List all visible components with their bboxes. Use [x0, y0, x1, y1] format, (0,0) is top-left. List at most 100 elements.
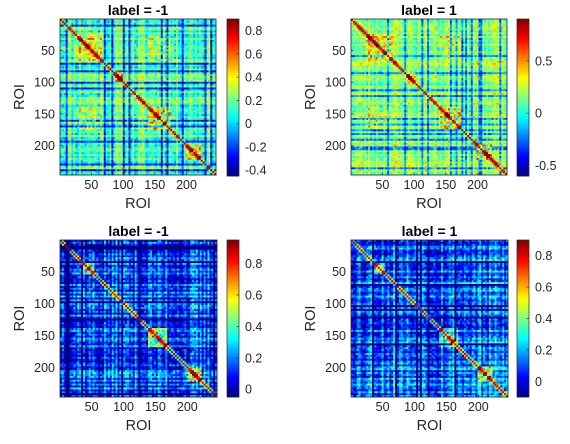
heatmap-cell — [117, 74, 120, 77]
heatmap-cell — [60, 91, 63, 94]
heatmap-cell — [164, 47, 167, 50]
heatmap-cell — [189, 49, 192, 52]
heatmap-cell — [67, 58, 70, 62]
heatmap-cell — [212, 66, 215, 69]
heatmap-cell — [202, 47, 205, 50]
heatmap-cell — [75, 85, 78, 88]
heatmap-cell — [98, 97, 101, 100]
heatmap-cell — [126, 39, 129, 43]
heatmap-cell — [101, 97, 105, 100]
heatmap-cell — [187, 32, 190, 35]
heatmap-cell — [113, 85, 116, 88]
heatmap-cell — [212, 45, 215, 48]
heatmap-cell — [122, 95, 126, 98]
heatmap-cell — [73, 74, 76, 77]
heatmap-cell — [94, 89, 97, 92]
heatmap-cell — [122, 39, 126, 43]
heatmap-cell — [138, 98, 141, 102]
heatmap-cell — [157, 76, 160, 79]
heatmap-cell — [193, 32, 196, 35]
heatmap-cell — [113, 83, 116, 86]
heatmap-cell — [193, 43, 196, 46]
heatmap-cell — [181, 38, 185, 41]
heatmap-cell — [153, 30, 156, 33]
heatmap-cell — [172, 68, 175, 71]
heatmap-cell — [132, 76, 135, 79]
heatmap-cell — [98, 98, 101, 102]
heatmap-cell — [212, 57, 215, 60]
heatmap-cell — [75, 49, 78, 52]
heatmap-cell — [103, 24, 107, 27]
heatmap-cell — [162, 74, 165, 77]
heatmap-cell — [115, 93, 118, 96]
heatmap-cell — [113, 22, 116, 26]
heatmap-cell — [136, 70, 139, 73]
heatmap-cell — [196, 64, 200, 67]
heatmap-cell — [122, 38, 126, 41]
heatmap-cell — [185, 30, 188, 33]
heatmap-cell — [82, 95, 86, 98]
heatmap-cell — [105, 22, 108, 26]
heatmap-cell — [126, 95, 129, 98]
heatmap-cell — [153, 49, 156, 52]
heatmap-cell — [111, 57, 114, 60]
heatmap-cell — [149, 89, 152, 92]
heatmap-cell — [61, 76, 65, 79]
heatmap-cell — [196, 72, 200, 75]
heatmap-cell — [179, 32, 183, 35]
heatmap-cell — [130, 62, 133, 66]
heatmap-cell — [134, 39, 137, 43]
heatmap-cell — [162, 26, 165, 29]
heatmap-cell — [115, 83, 118, 86]
heatmap-cell — [177, 95, 181, 98]
heatmap-cell — [75, 20, 78, 24]
heatmap-cell — [82, 28, 86, 31]
heatmap-cell — [94, 97, 97, 100]
heatmap-cell — [164, 77, 167, 81]
heatmap-cell — [158, 47, 162, 50]
heatmap-cell — [164, 60, 167, 64]
heatmap-cell — [166, 36, 169, 39]
heatmap-cell — [120, 53, 124, 56]
heatmap-cell — [128, 57, 131, 60]
heatmap-cell — [69, 77, 72, 81]
heatmap-cell — [73, 47, 76, 50]
heatmap-cell — [206, 32, 209, 35]
heatmap-cell — [134, 58, 137, 62]
heatmap-cell — [96, 70, 99, 73]
heatmap-cell — [191, 38, 194, 41]
heatmap-cell — [185, 85, 188, 88]
heatmap-cell — [69, 97, 72, 100]
heatmap-cell — [98, 79, 101, 83]
heatmap-cell — [60, 53, 63, 56]
heatmap-cell — [162, 89, 165, 92]
heatmap-cell — [177, 26, 181, 29]
heatmap-cell — [196, 58, 200, 62]
heatmap-cell — [185, 19, 188, 22]
heatmap-cell — [176, 34, 179, 37]
heatmap-cell — [67, 49, 70, 52]
heatmap-cell — [177, 70, 181, 73]
heatmap-cell — [73, 43, 76, 46]
heatmap-cell — [145, 45, 148, 48]
heatmap-cell — [132, 91, 135, 94]
heatmap-cell — [105, 74, 108, 77]
heatmap-cell — [174, 45, 177, 48]
heatmap-cell — [65, 77, 68, 81]
heatmap-cell — [115, 39, 118, 43]
heatmap-cell — [80, 47, 84, 50]
heatmap-cell — [179, 89, 183, 92]
heatmap-cell — [90, 83, 93, 86]
heatmap-cell — [183, 34, 186, 37]
heatmap-cell — [99, 87, 103, 90]
heatmap-cell — [111, 76, 114, 79]
heatmap-cell — [151, 87, 154, 90]
heatmap-cell — [157, 72, 160, 75]
heatmap-cell — [134, 26, 137, 29]
heatmap-cell — [187, 72, 190, 75]
heatmap-cell — [90, 95, 93, 98]
heatmap-cell — [105, 38, 108, 41]
heatmap-cell — [164, 28, 167, 31]
heatmap-cell — [80, 53, 84, 56]
heatmap-cell — [187, 26, 190, 29]
